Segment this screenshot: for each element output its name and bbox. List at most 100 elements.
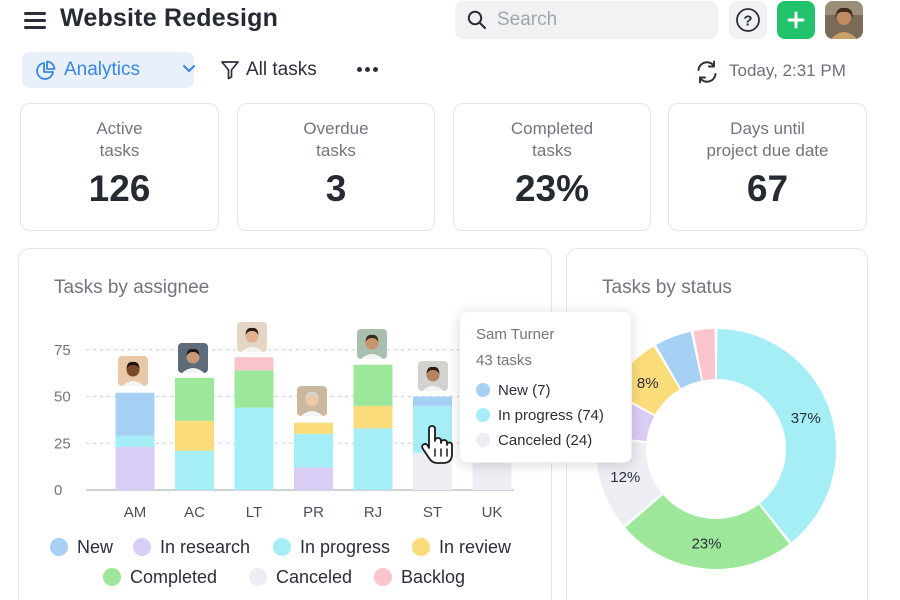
legend-label: Canceled xyxy=(276,567,352,587)
more-options-icon[interactable] xyxy=(355,58,381,78)
bar-segment-new[interactable] xyxy=(413,396,452,406)
x-tick-label: RJ xyxy=(364,504,382,521)
legend-item-completed[interactable]: Completed xyxy=(103,567,217,587)
legend-swatch xyxy=(273,538,291,556)
kpi-value: 3 xyxy=(325,168,347,209)
bar-segment-in-progress[interactable] xyxy=(294,433,333,468)
donut-slice-in-progress[interactable] xyxy=(716,329,836,543)
legend-swatch xyxy=(412,538,430,556)
bar-segment-in-research[interactable] xyxy=(294,467,333,490)
kpi-label: tasks xyxy=(316,141,356,160)
bar-segment-in-progress[interactable] xyxy=(175,450,214,490)
refresh-icon[interactable] xyxy=(694,59,720,85)
legend-item-in-review[interactable]: In review xyxy=(412,537,512,557)
legend-item-backlog[interactable]: Backlog xyxy=(374,567,465,587)
filter-icon xyxy=(221,61,239,80)
y-tick-label: 0 xyxy=(54,482,62,499)
assignee-avatars xyxy=(118,322,448,416)
bar-segment-completed[interactable] xyxy=(175,377,214,421)
legend-label: In research xyxy=(160,537,250,557)
chart-legend: New In research In progress In review Comple… xyxy=(50,537,512,587)
x-tick-label: LT xyxy=(246,504,262,521)
pie-chart-icon xyxy=(36,60,56,80)
bar-segment-in-review[interactable] xyxy=(353,405,393,429)
x-tick-label: UK xyxy=(482,504,503,521)
tasks-by-assignee-chart: 0 25 50 75 AM AC LT PR RJ ST UK xyxy=(54,342,514,521)
tasks-by-status-chart: 37%23%12%%8% xyxy=(596,329,836,569)
search-input[interactable] xyxy=(497,6,707,34)
assignee-avatar[interactable] xyxy=(237,322,267,352)
bar-segment-in-progress[interactable] xyxy=(234,407,274,490)
filter-label: All tasks xyxy=(246,59,317,80)
kpi-label: tasks xyxy=(99,141,140,160)
legend-label: In review xyxy=(439,537,512,557)
legend-swatch xyxy=(249,568,267,586)
bar-segment-in-review[interactable] xyxy=(294,422,333,434)
assignee-avatar[interactable] xyxy=(357,329,387,359)
bar-segment-in-progress[interactable] xyxy=(353,428,393,490)
donut-slice-label: 8% xyxy=(637,375,659,392)
chevron-down-icon xyxy=(183,65,195,72)
panel-title: Tasks by assignee xyxy=(54,277,210,298)
bar-segment-new[interactable] xyxy=(115,392,155,436)
tooltip-row-in-progress: In progress (74) xyxy=(476,407,604,427)
kpi-value: 67 xyxy=(746,168,789,209)
assignee-avatar[interactable] xyxy=(178,343,208,373)
donut-slice-new[interactable] xyxy=(656,331,702,389)
page-title: Website Redesign xyxy=(60,4,279,32)
bar-segment-in-progress[interactable] xyxy=(115,435,155,447)
bar-segment-in-review[interactable] xyxy=(175,420,214,451)
search-box[interactable] xyxy=(455,1,718,39)
last-updated-label: Today, 2:31 PM xyxy=(729,61,846,80)
bar-segment-completed[interactable] xyxy=(234,370,274,408)
add-task-button[interactable] xyxy=(777,1,815,39)
donut-slice-label: 37% xyxy=(791,410,821,427)
help-button[interactable]: ? xyxy=(729,1,767,39)
svg-text:?: ? xyxy=(743,13,752,30)
search-icon xyxy=(467,10,487,30)
donut-slice-backlog[interactable] xyxy=(693,329,716,381)
question-circle-icon: ? xyxy=(736,8,760,32)
plus-icon xyxy=(787,11,805,29)
legend-label: Completed xyxy=(130,567,217,587)
legend-item-canceled[interactable]: Canceled xyxy=(249,567,352,587)
x-tick-label: PR xyxy=(303,504,324,521)
x-tick-label: ST xyxy=(423,504,442,521)
legend-label: New xyxy=(77,537,114,557)
tooltip-row-canceled: Canceled (24) xyxy=(476,432,592,452)
user-avatar[interactable] xyxy=(825,1,863,39)
legend-item-in-research[interactable]: In research xyxy=(133,537,250,557)
kpi-active-tasks: Active tasks 126 xyxy=(20,103,219,231)
tooltip-task-count: 43 tasks xyxy=(476,352,532,369)
y-tick-label: 75 xyxy=(54,342,71,359)
donut-slice-label: 23% xyxy=(691,536,721,553)
bar-segment-in-research[interactable] xyxy=(115,446,155,490)
kpi-label: Active xyxy=(96,119,143,138)
toolbar: Analytics All tasks Today, 2:31 PM xyxy=(0,50,900,90)
bar-segment-backlog[interactable] xyxy=(234,357,274,371)
tooltip-row-label: Canceled (24) xyxy=(498,432,593,449)
legend-swatch xyxy=(103,568,121,586)
assignee-avatar[interactable] xyxy=(118,356,148,386)
kpi-value: 126 xyxy=(88,168,151,209)
top-bar: Website Redesign ? xyxy=(0,0,900,44)
legend-item-new[interactable]: New xyxy=(50,537,114,557)
tooltip-row-label: In progress (74) xyxy=(498,407,604,424)
bar-segment-completed[interactable] xyxy=(353,364,393,406)
panel-title: Tasks by status xyxy=(602,277,732,298)
view-selector[interactable]: Analytics xyxy=(22,52,195,88)
legend-item-in-progress[interactable]: In progress xyxy=(273,537,390,557)
kpi-label: Overdue xyxy=(303,119,369,138)
legend-label: Backlog xyxy=(401,567,465,587)
y-tick-label: 25 xyxy=(54,435,71,452)
donut-slice-completed[interactable] xyxy=(625,494,790,569)
legend-swatch xyxy=(133,538,151,556)
assignee-avatar[interactable] xyxy=(418,361,448,391)
hamburger-menu-icon[interactable] xyxy=(24,12,46,30)
assignee-avatar[interactable] xyxy=(297,386,327,416)
hand-pointer-cursor-icon xyxy=(421,425,453,464)
kpi-overdue-tasks: Overdue tasks 3 xyxy=(237,103,435,231)
kpi-value: 23% xyxy=(514,168,590,209)
kpi-completed-tasks: Completed tasks 23% xyxy=(453,103,651,231)
